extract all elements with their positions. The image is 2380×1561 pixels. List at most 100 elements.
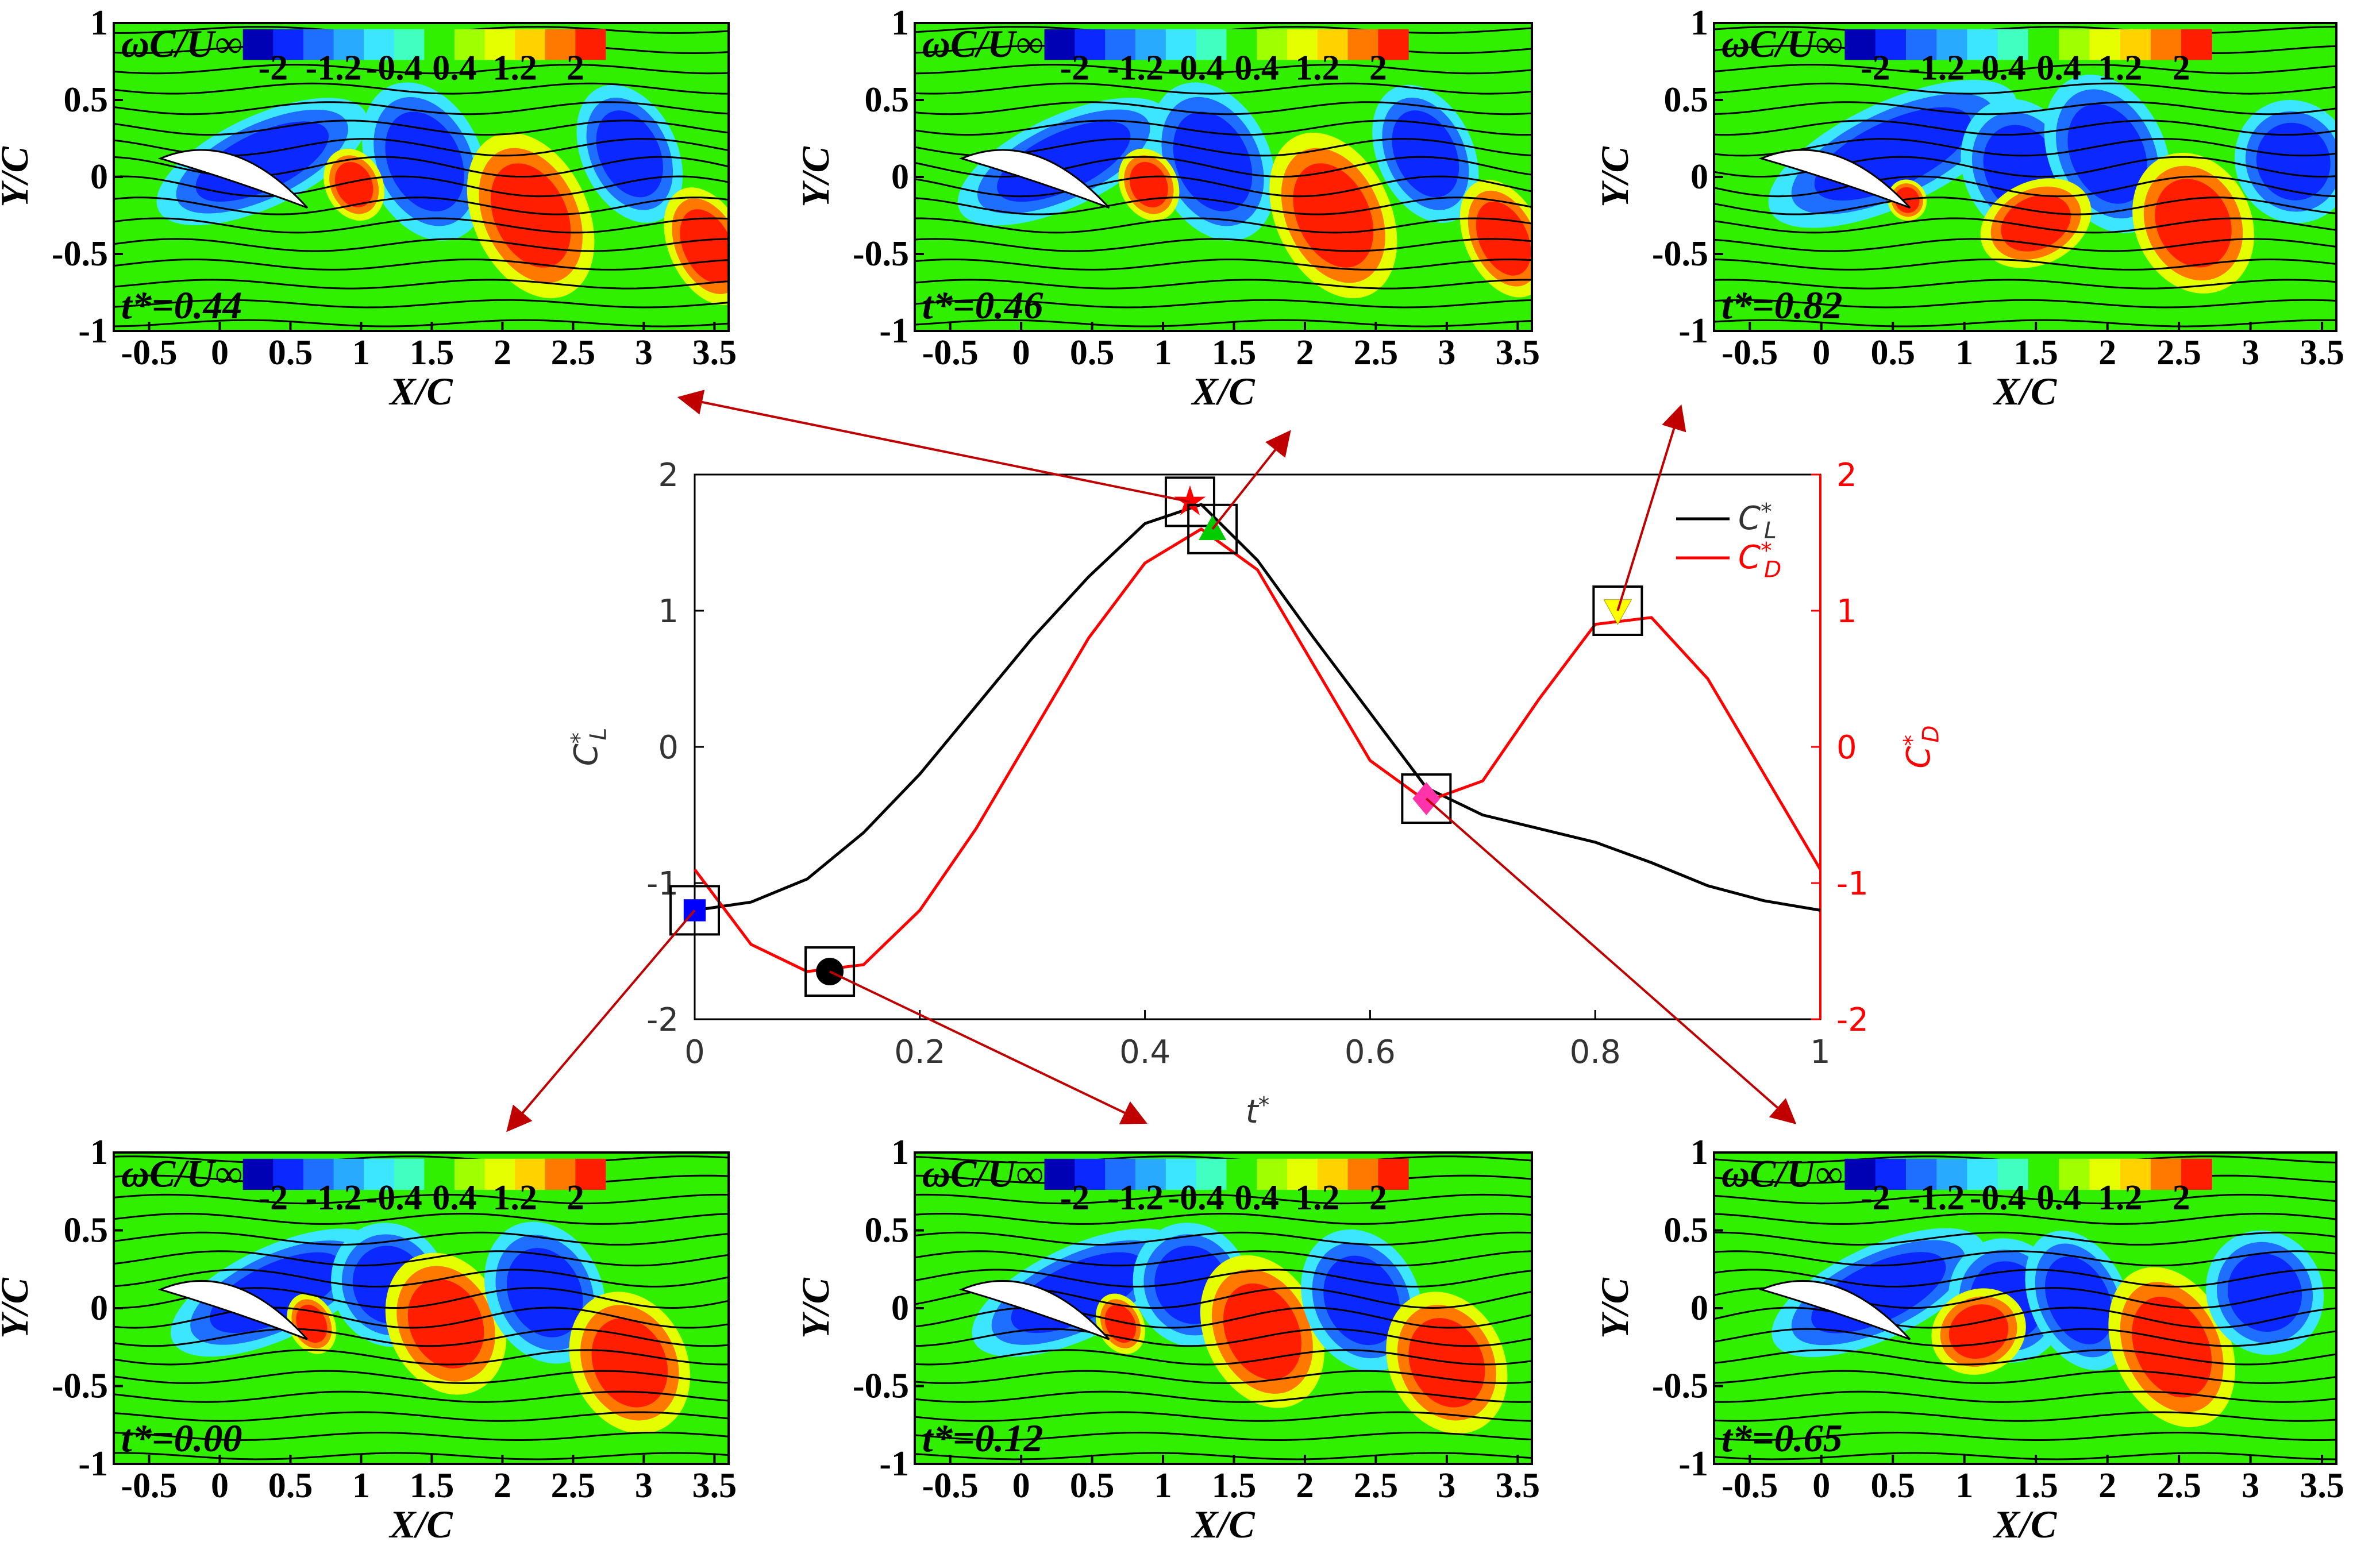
streamline: [915, 258, 1532, 271]
colorbar-tick-label: -0.4: [1168, 1178, 1224, 1217]
colorbar-bin: [2150, 29, 2182, 60]
x-tick-label: 2.5: [551, 333, 596, 372]
colorbar-tick-label: 0.4: [1234, 48, 1279, 87]
highlight-box: [1401, 773, 1452, 824]
x-tick-label: 0: [1812, 333, 1830, 372]
y2-tick-label: 1: [1836, 593, 1857, 630]
colorbar-bin: [1844, 29, 1876, 60]
y-tick-label: 0: [891, 1289, 909, 1328]
x-tick-label: 3: [2242, 1466, 2259, 1505]
contour-panel: -2 -1.2 -0.4 0.4 1.2 2 ωC/U∞ t*=0.82 -0.5 0 0.5 1 1.…: [1593, 3, 2344, 413]
colorbar-bin: [424, 1158, 455, 1190]
x-axis-label: t*: [1246, 1092, 1270, 1131]
y-tick-label: -2: [646, 1001, 679, 1039]
x-tick-label: 3.5: [692, 1466, 737, 1505]
colorbar-bin: [1997, 29, 2029, 60]
y-axis-label: Y/C: [1593, 146, 1636, 207]
colorbar-tick-label: -0.4: [366, 1178, 422, 1217]
colorbar-tick-label: 1.2: [1295, 1178, 1340, 1217]
streamline: [915, 1349, 1532, 1366]
streamline: [114, 1306, 729, 1329]
annotation: t*=0.65: [1722, 1416, 1843, 1460]
colorbar-tick-label: -0.4: [1168, 48, 1224, 87]
contour-panel: -2 -1.2 -0.4 0.4 1.2 2 ωC/U∞ t*=0.00 -0.5 0 0.5 1 1.…: [0, 1133, 737, 1546]
x-tick-label: 0.5: [1870, 333, 1915, 372]
colorbar-tick-label: -2: [1861, 1178, 1890, 1217]
colorbar-tick-label: 1.2: [1295, 48, 1340, 87]
x-tick-label: 2.5: [551, 1466, 596, 1505]
colorbar-bin: [1844, 1158, 1876, 1190]
x-tick-label: 1.5: [2013, 333, 2058, 372]
streamline: [1714, 217, 2336, 234]
colorbar-bin: [1196, 1158, 1227, 1190]
colorbar-bin: [424, 29, 455, 60]
marker: [1174, 485, 1206, 515]
x-tick-label: 3: [635, 333, 653, 372]
pointer-arrow: [506, 909, 696, 1132]
streamline: [114, 1250, 729, 1267]
x-tick-label: 0: [1012, 333, 1030, 372]
highlight-box: [1187, 503, 1238, 554]
colorbar-bin: [1875, 29, 1907, 60]
streamline: [1714, 1370, 2336, 1385]
vortex: [490, 163, 571, 268]
x-tick-label: -0.5: [922, 1466, 979, 1505]
streamline: [1714, 319, 2336, 327]
colorbar-tick-label: -2: [258, 48, 288, 87]
streamline: [915, 1328, 1532, 1347]
colorbar-bin: [515, 1158, 546, 1190]
colorbar-bin: [1905, 1158, 1937, 1190]
colorbar-tick-label: 0.4: [1234, 1178, 1279, 1217]
x-tick-label: 2: [2098, 1466, 2116, 1505]
colorbar-bin: [1135, 1158, 1166, 1190]
y-tick-label: -1: [1678, 311, 1708, 350]
colorbar-tick-label: 1.2: [492, 1178, 537, 1217]
x-tick-label: 0: [211, 1466, 229, 1505]
colorbar-tick-label: 2: [2173, 48, 2190, 87]
colorbar-tick-label: 1.2: [492, 48, 537, 87]
streamline: [114, 120, 729, 136]
x-tick-label: 0: [211, 333, 229, 372]
streamline: [114, 82, 729, 95]
x-tick-label: 1.5: [1212, 333, 1257, 372]
colorbar-bin: [1287, 29, 1318, 60]
x-tick-label: -0.5: [121, 333, 177, 372]
colorbar-tick-label: 2: [2173, 1178, 2190, 1217]
colorbar-bin: [515, 29, 546, 60]
colorbar-bin: [394, 29, 425, 60]
y-tick-label: -1: [879, 1444, 909, 1483]
streamline: [915, 82, 1532, 95]
streamline: [114, 1452, 729, 1460]
colorbar-tick-label: 2: [567, 48, 584, 87]
colorbar-bin: [2089, 29, 2121, 60]
colorbar-bin: [1347, 29, 1378, 60]
colorbar-tick-label: 0.4: [432, 1178, 477, 1217]
x-tick-label: 0.4: [1119, 1034, 1170, 1071]
y2-tick-label: -2: [1836, 1001, 1869, 1039]
colorbar-bin: [2059, 29, 2090, 60]
y-tick-label: 0.5: [64, 1211, 109, 1250]
streamline: [1714, 1193, 2336, 1205]
streamline: [915, 64, 1532, 75]
marker: [1603, 599, 1632, 626]
streamline: [1714, 1306, 2336, 1329]
pointer-arrow: [1211, 430, 1291, 530]
streamline: [1714, 64, 2336, 75]
colorbar-bin: [484, 1158, 515, 1190]
colorbar-bin: [1936, 1158, 1967, 1190]
airfoil: [157, 1279, 309, 1340]
streamline: [114, 1349, 729, 1366]
highlight-box: [1164, 476, 1215, 527]
y-tick-label: -1: [1678, 1444, 1708, 1483]
x-tick-label: 1.5: [410, 333, 455, 372]
x-axis-label: X/C: [1993, 369, 2057, 413]
colorbar-bin: [1287, 1158, 1318, 1190]
colorbar-tick-label: 0.4: [2036, 48, 2081, 87]
streamline: [1714, 1250, 2336, 1267]
vortex: [1104, 1305, 1137, 1343]
x-tick-label: 2: [1296, 1466, 1314, 1505]
field: [915, 23, 1532, 331]
streamline: [114, 64, 729, 75]
y-tick-label: -0.5: [1652, 234, 1708, 273]
